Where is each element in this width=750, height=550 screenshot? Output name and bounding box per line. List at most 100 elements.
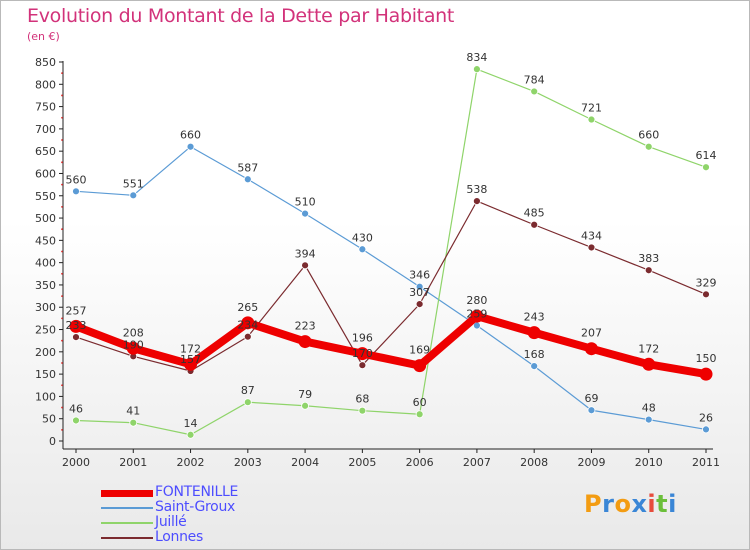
data-point: [301, 209, 309, 218]
y-minor-dot: [61, 317, 63, 320]
series-layer: [69, 65, 713, 439]
data-label: 784: [524, 73, 545, 86]
y-minor-dot: [61, 139, 63, 141]
data-label: 660: [638, 129, 659, 142]
data-point: [358, 245, 367, 254]
data-label: 660: [180, 129, 201, 142]
series-line: [75, 68, 707, 436]
data-point: [702, 163, 710, 172]
axes: 0 50 100 150 200 250 300 350 400 450 500 550 600 650 7…: [35, 56, 720, 469]
series-fontenille: [69, 309, 713, 381]
data-point: [184, 357, 198, 371]
logo-letter: t: [656, 490, 669, 518]
logo-letter: P: [584, 490, 603, 518]
data-label: 79: [298, 388, 312, 401]
data-point: [129, 191, 138, 200]
logo-letter: i: [647, 490, 657, 518]
data-point: [702, 290, 710, 299]
x-tick-label: 2003: [234, 456, 262, 469]
data-label: 614: [696, 149, 717, 162]
data-label: 383: [638, 252, 659, 265]
data-label: 48: [642, 402, 656, 415]
legend-swatch: [101, 537, 153, 539]
x-tick-label: 2008: [520, 456, 548, 469]
series-line: [75, 146, 707, 431]
data-point: [644, 415, 653, 424]
y-tick-label: 200: [35, 346, 56, 359]
legend-swatch: [101, 489, 153, 497]
data-point: [243, 332, 252, 341]
y-minor-dot: [61, 161, 63, 164]
y-tick-label: 550: [35, 190, 56, 203]
data-point: [470, 309, 484, 323]
data-point: [702, 425, 710, 434]
data-label: 41: [126, 405, 140, 418]
data-label: 207: [581, 327, 602, 340]
data-label: 169: [409, 344, 430, 357]
y-minor-dot: [61, 94, 63, 97]
data-label: 26: [699, 411, 713, 424]
y-minor-dot: [61, 406, 63, 409]
x-tick-label: 2002: [177, 456, 205, 469]
data-label: 394: [295, 247, 316, 260]
data-point: [415, 282, 424, 291]
x-tick-label: 2004: [291, 456, 319, 469]
series-lonnes: [72, 197, 710, 375]
data-label: 434: [581, 229, 602, 242]
data-label: 170: [352, 347, 373, 360]
legend-label: FONTENILLE: [155, 484, 238, 500]
legend-swatch: [101, 507, 153, 509]
x-tick-label: 2001: [119, 456, 147, 469]
y-minor-dot: [61, 384, 63, 387]
data-label: 68: [355, 393, 369, 406]
data-label: 87: [241, 384, 255, 397]
y-tick-label: 350: [35, 279, 56, 292]
data-label: 233: [66, 319, 87, 332]
data-point: [699, 367, 713, 381]
y-tick-label: 300: [35, 301, 56, 314]
y-tick-label: 50: [42, 413, 56, 426]
data-label: 834: [466, 51, 487, 64]
data-point: [129, 418, 138, 427]
y-minor-dot: [61, 250, 63, 253]
x-tick-label: 2011: [692, 456, 720, 469]
x-tick-label: 2000: [62, 456, 90, 469]
x-tick-label: 2005: [348, 456, 376, 469]
data-label-layer: 560 551 660 587 510 430 346 259 168 69 48 26 46 41 14 8…: [66, 51, 717, 430]
data-point: [530, 362, 539, 370]
data-point: [186, 430, 195, 439]
y-tick-label: 450: [35, 234, 56, 247]
y-tick-label: 750: [35, 101, 56, 114]
y-tick-label: 150: [35, 368, 56, 381]
data-point: [587, 115, 596, 124]
series-line: [72, 312, 710, 379]
data-point: [473, 65, 481, 74]
y-minor-dot: [61, 295, 63, 297]
x-tick-label: 2010: [635, 456, 663, 469]
data-label: 157: [180, 353, 201, 366]
y-tick-label: 600: [35, 167, 56, 180]
y-minor-dot: [61, 72, 63, 75]
data-label: 14: [184, 417, 198, 430]
data-label: 69: [584, 392, 598, 405]
data-point: [358, 406, 367, 415]
data-label: 208: [123, 326, 144, 339]
data-point: [415, 300, 424, 309]
data-label: 307: [409, 286, 430, 299]
y-minor-dot: [61, 183, 63, 186]
x-tick-label: 2009: [577, 456, 605, 469]
logo-letter: i: [668, 490, 677, 518]
y-minor-dot: [61, 428, 63, 431]
data-label: 259: [466, 308, 487, 321]
data-label: 172: [638, 342, 659, 355]
y-tick-label: 700: [35, 123, 56, 136]
data-label: 721: [581, 102, 602, 115]
data-label: 346: [409, 269, 430, 282]
data-label: 329: [696, 276, 717, 289]
y-minor-dot: [61, 362, 63, 364]
data-point: [241, 316, 255, 330]
data-label: 485: [524, 207, 545, 220]
data-point: [301, 401, 309, 410]
